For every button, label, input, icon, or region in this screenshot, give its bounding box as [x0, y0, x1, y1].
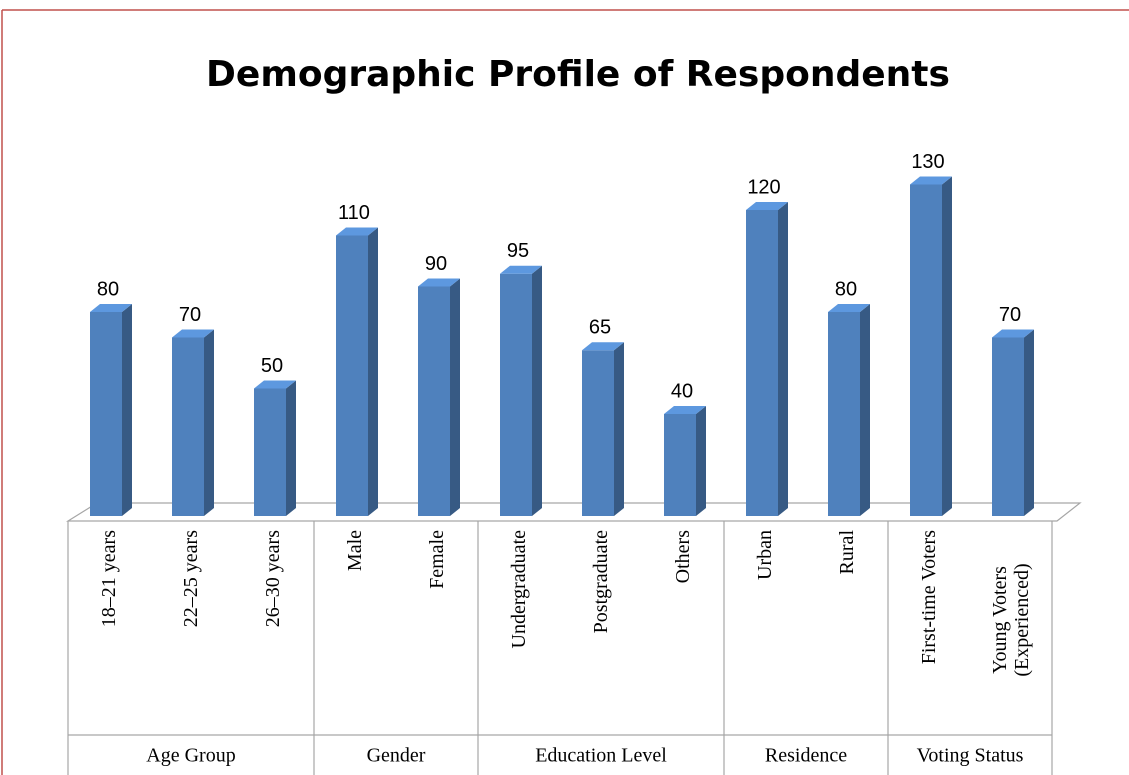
data-label: 80	[835, 278, 857, 300]
bar-top	[254, 380, 296, 389]
category-label: Rural	[836, 530, 858, 575]
group-label: Education Level	[535, 745, 667, 767]
category-label: 18–21 years	[98, 530, 120, 628]
group-label: Voting Status	[917, 745, 1024, 767]
chart-title: Demographic Profile of Respondents	[206, 54, 950, 95]
bar-side	[942, 176, 952, 516]
bar-side	[696, 406, 706, 516]
category-label: 22–25 years	[180, 530, 202, 628]
bar-front	[746, 210, 778, 516]
category-label: Urban	[754, 530, 776, 580]
floor	[65, 502, 1082, 522]
bar-front	[992, 337, 1024, 516]
bar-top	[90, 304, 132, 312]
data-label: 95	[507, 240, 529, 262]
bar-front	[418, 286, 450, 516]
category-label: Male	[344, 530, 366, 572]
bar-top	[500, 265, 542, 274]
data-label: 90	[425, 253, 447, 275]
bar-side	[450, 278, 460, 516]
bar-top	[992, 329, 1034, 338]
group-label: Gender	[367, 745, 426, 767]
data-label: 50	[261, 355, 283, 377]
data-label: 80	[97, 278, 119, 300]
data-label: 120	[747, 176, 780, 198]
data-label: 70	[999, 304, 1021, 326]
bar-front	[254, 388, 286, 516]
bar-side	[368, 227, 378, 516]
bar-front	[500, 273, 532, 516]
data-label: 110	[338, 202, 370, 224]
bar-side	[286, 380, 296, 516]
bar-side	[614, 342, 624, 516]
bar-side	[778, 202, 788, 516]
category-label: Young Voters (Experienced)	[989, 563, 1033, 677]
bar-side	[860, 304, 870, 516]
bar-top	[664, 406, 706, 414]
bar-side	[532, 265, 542, 516]
bar-front	[336, 235, 368, 516]
bar-top	[746, 202, 788, 210]
data-label: 65	[589, 317, 611, 339]
data-label: 70	[179, 304, 201, 326]
data-label: 40	[671, 380, 693, 402]
bar-front	[90, 312, 122, 516]
data-label: 130	[911, 151, 944, 173]
bar-side	[122, 304, 132, 516]
bar-top	[418, 278, 460, 287]
category-label: First-time Voters	[918, 530, 940, 665]
group-label: Residence	[765, 745, 847, 767]
bar-top	[582, 342, 624, 351]
bar-side	[1024, 329, 1034, 516]
bar-top	[336, 227, 378, 236]
category-label: Undergraduate	[508, 530, 530, 649]
category-label: Female	[426, 530, 448, 589]
bar-top	[910, 176, 952, 185]
category-label: Postgraduate	[590, 530, 612, 634]
bar-front	[582, 350, 614, 516]
bar-front	[828, 312, 860, 516]
bar-front	[664, 414, 696, 516]
group-label: Age Group	[146, 745, 235, 767]
bar-top	[828, 304, 870, 312]
bar-front	[172, 337, 204, 516]
category-label: Others	[672, 530, 694, 584]
bar-front	[910, 184, 942, 516]
category-label: 26–30 years	[262, 530, 284, 628]
bar-side	[204, 329, 214, 516]
bar-top	[172, 329, 214, 338]
